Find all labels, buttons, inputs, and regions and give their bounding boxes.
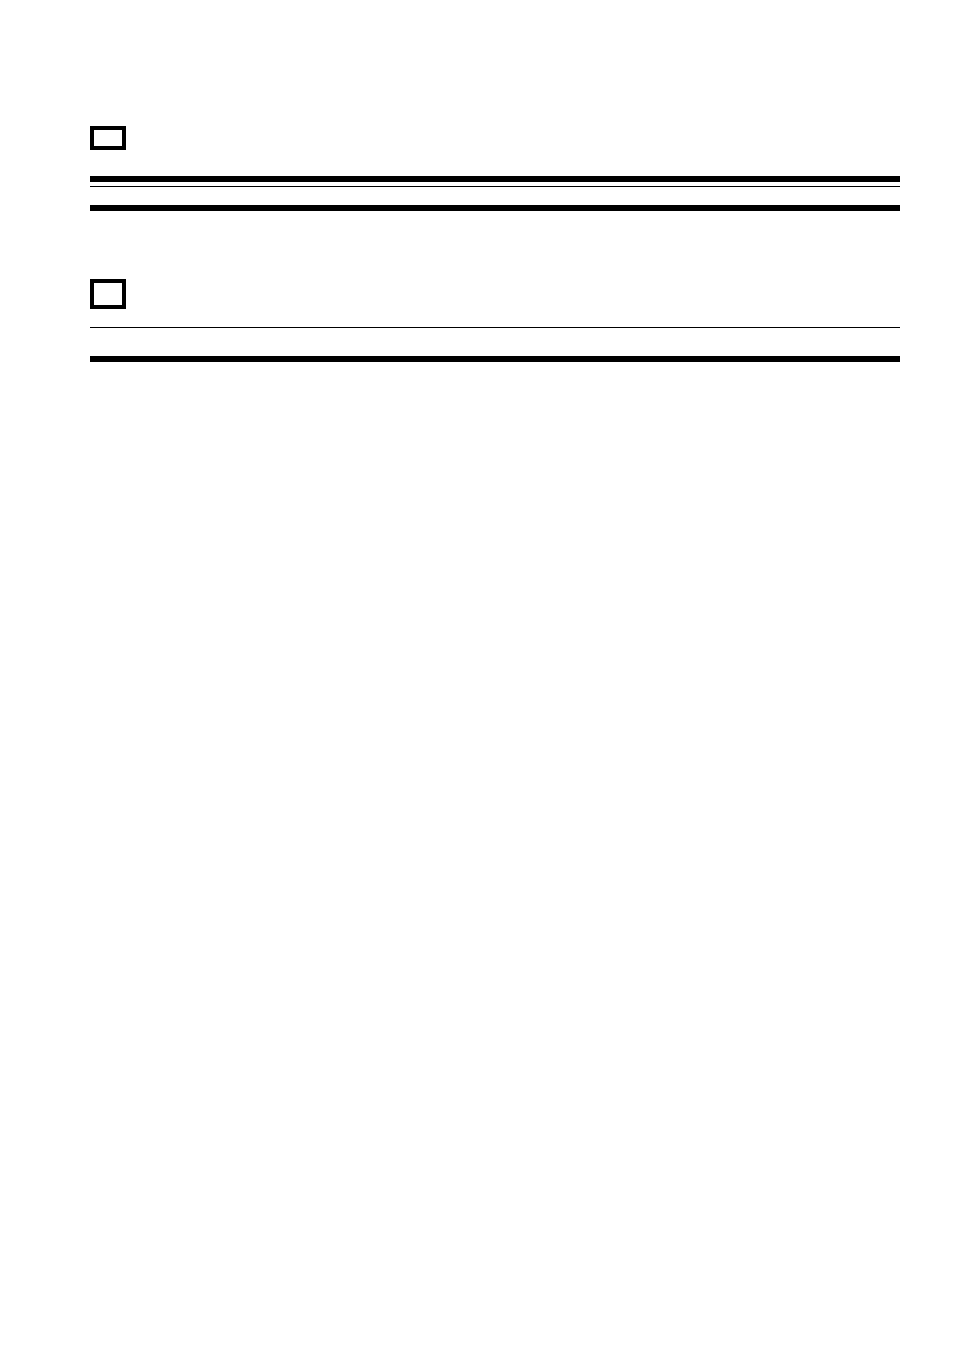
rule-thick: [90, 356, 900, 362]
page-content: [90, 58, 900, 362]
rho-title-box: [90, 279, 126, 309]
f0-header-row: [90, 92, 900, 150]
rule-thin: [90, 327, 900, 328]
f0-title-box: [90, 126, 126, 150]
rule-thin: [90, 186, 900, 187]
rule-thick: [90, 176, 900, 182]
rule-thick: [90, 205, 900, 211]
rho-header-row: [90, 245, 900, 309]
